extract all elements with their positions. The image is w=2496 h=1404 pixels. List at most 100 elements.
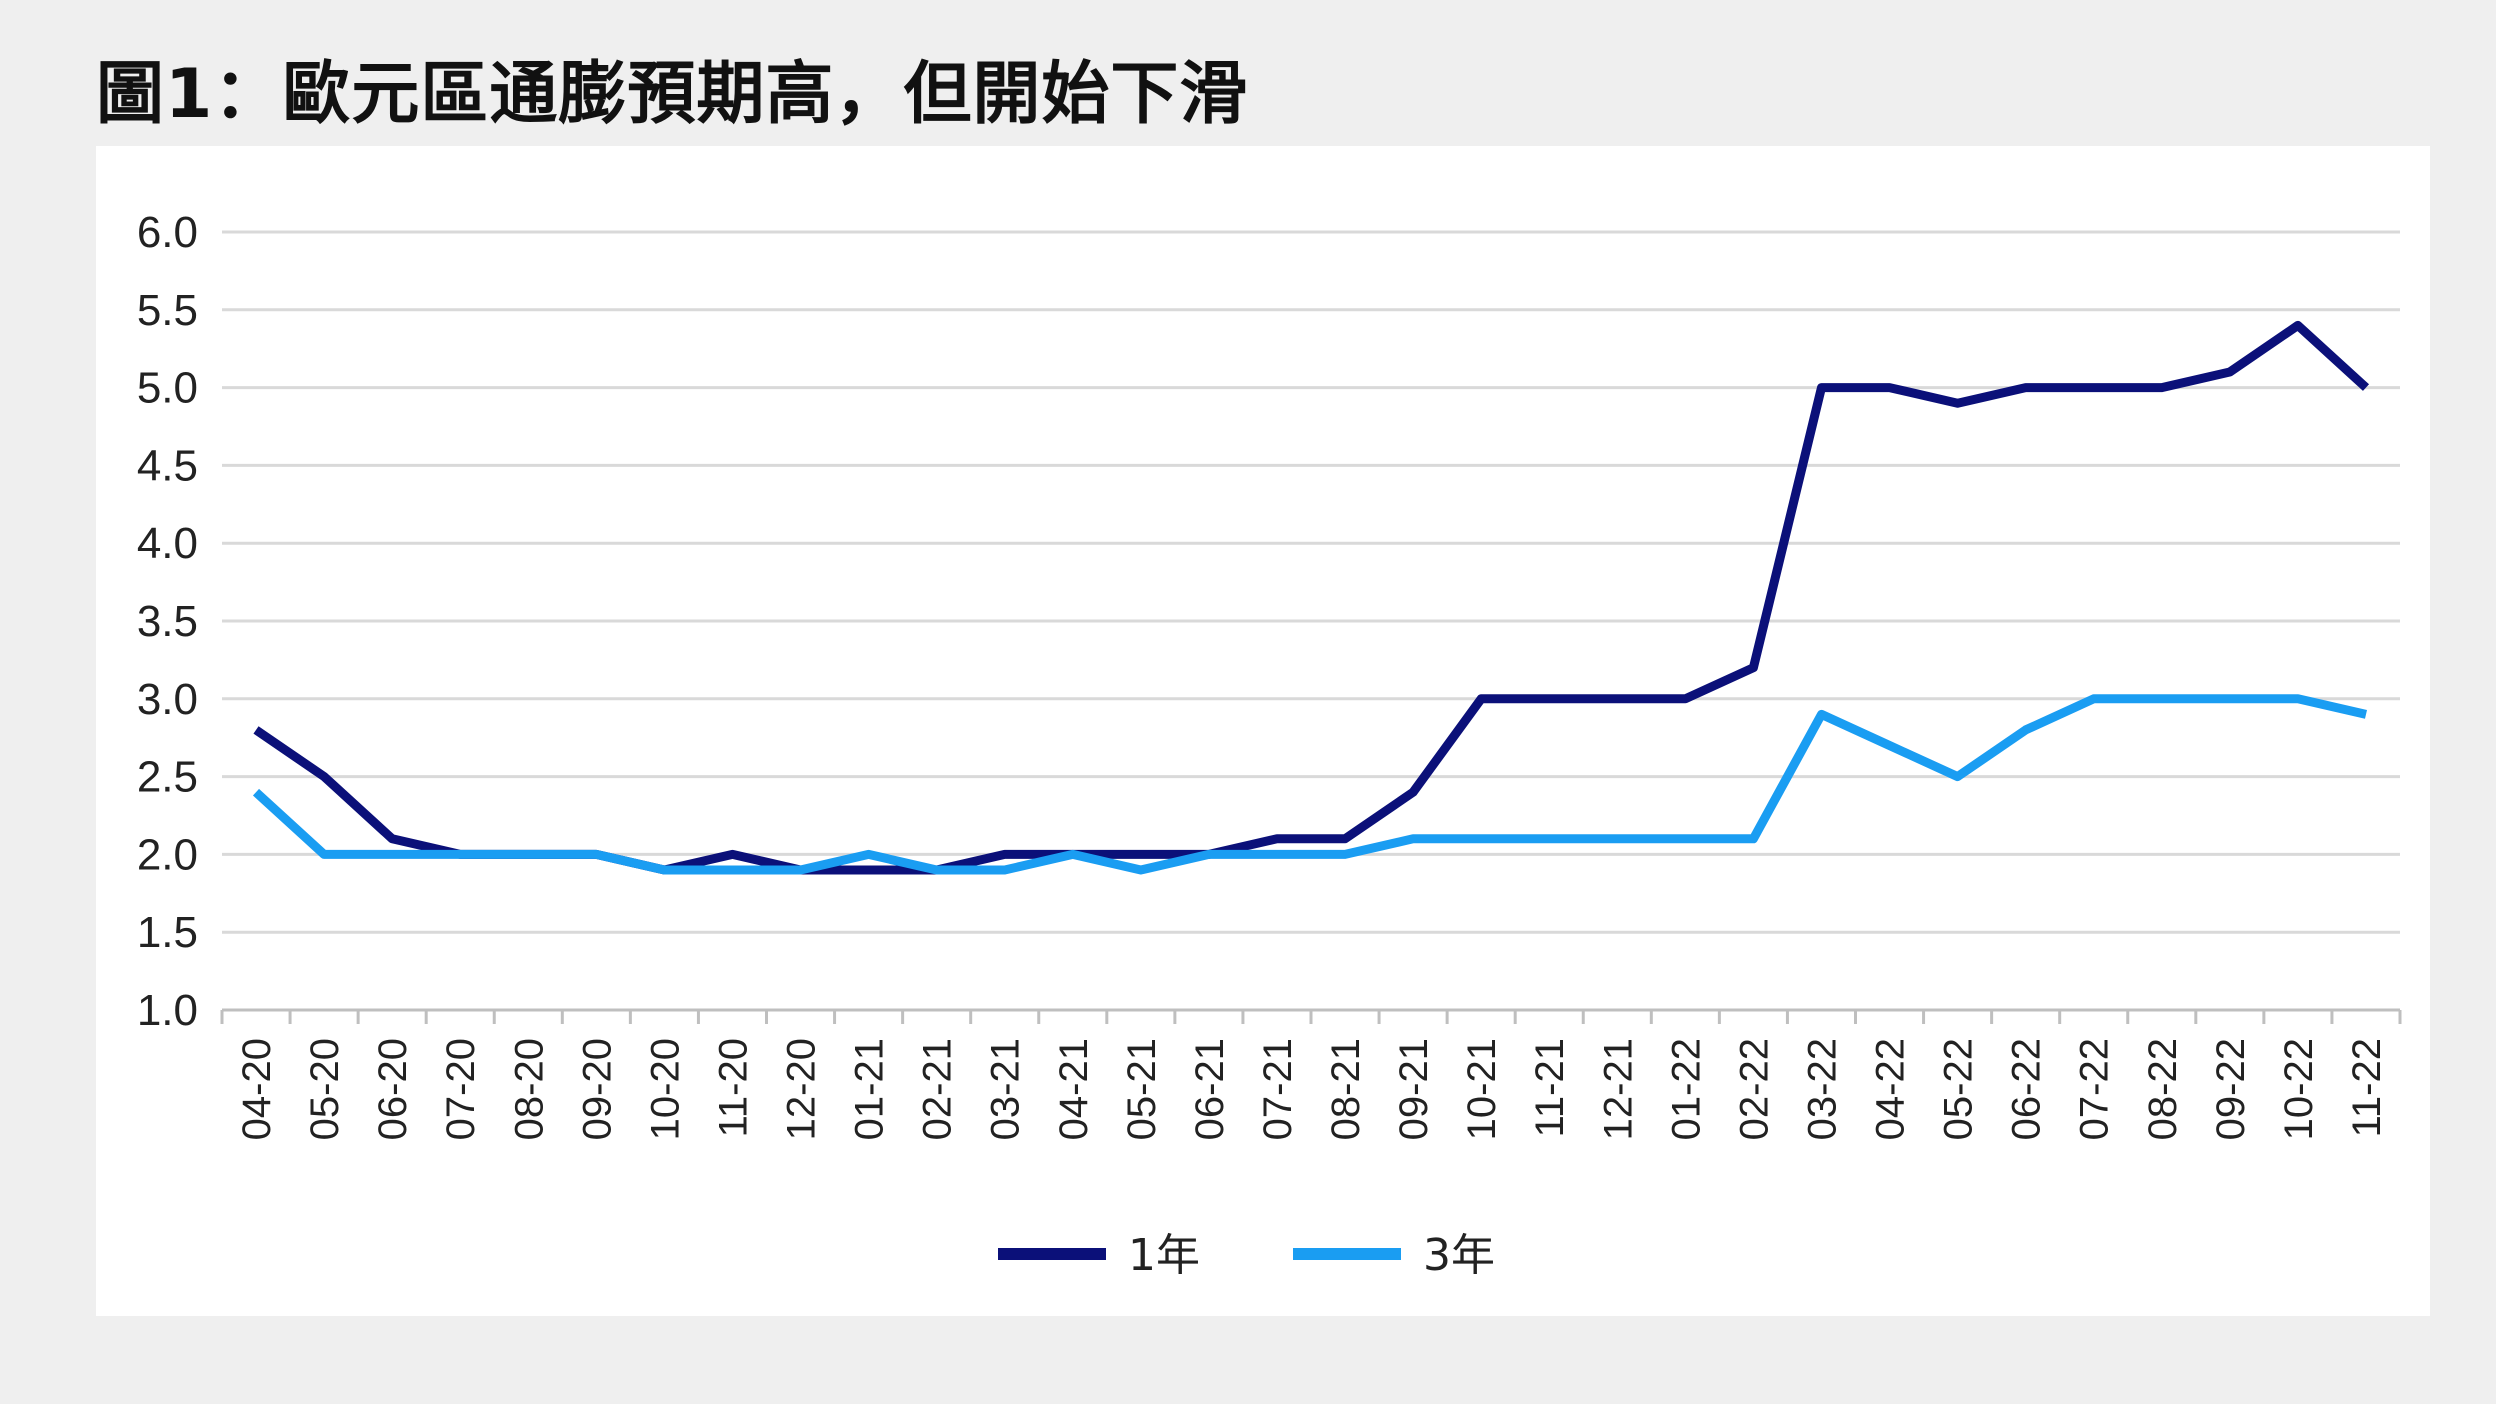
data-point	[1276, 838, 1278, 840]
x-tick-label: 04-20	[235, 1038, 279, 1140]
x-tick-label: 03-22	[1800, 1038, 1844, 1140]
data-point	[1004, 869, 1006, 871]
data-point	[1412, 791, 1414, 793]
x-tick-label: 07-21	[1256, 1038, 1300, 1140]
data-point	[1140, 869, 1142, 871]
data-point	[595, 853, 597, 855]
data-point	[1616, 698, 1618, 700]
data-point	[1616, 838, 1618, 840]
data-point	[1412, 838, 1414, 840]
data-point	[2161, 698, 2163, 700]
data-point	[2297, 698, 2299, 700]
x-tick-label: 05-20	[303, 1038, 347, 1140]
data-point	[255, 791, 257, 793]
legend: 1年 3年	[998, 1230, 1495, 1281]
x-tick-label: 02-21	[916, 1038, 960, 1140]
y-tick-label: 5.5	[137, 286, 198, 335]
y-axis-ticks: 1.0 1.5 2.0 2.5 3.0 3.5 4.0 4.5 5.0 5.5 6.0	[137, 208, 198, 1035]
y-tick-label: 6.0	[137, 208, 198, 257]
data-point	[1684, 698, 1686, 700]
gridlines	[222, 230, 2400, 934]
data-point	[1548, 838, 1550, 840]
y-tick-label: 3.5	[137, 597, 198, 646]
data-point	[2093, 698, 2095, 700]
x-tick-label: 11-22	[2345, 1038, 2389, 1137]
x-tick-label: 10-21	[1460, 1038, 1504, 1140]
series-lines	[252, 320, 2370, 875]
x-tick-label: 09-22	[2209, 1038, 2253, 1140]
series-line-3y	[252, 694, 2368, 875]
data-point	[1684, 838, 1686, 840]
data-point	[1208, 853, 1210, 855]
data-point	[391, 853, 393, 855]
data-point	[731, 853, 733, 855]
line-chart: 1.01.52.02.53.03.54.04.55.05.56.0 04-20 0…	[137, 208, 2402, 1281]
data-point	[1140, 853, 1142, 855]
data-point	[2025, 387, 2027, 389]
y-tick-label: 3.0	[137, 675, 198, 724]
data-point	[527, 853, 529, 855]
data-point	[459, 853, 461, 855]
series-line-1y	[253, 320, 2370, 875]
data-point	[1480, 698, 1482, 700]
data-point	[936, 869, 938, 871]
data-point	[2229, 698, 2231, 700]
x-tick-label: 10-22	[2277, 1038, 2321, 1140]
y-tick-label: 5.0	[137, 364, 198, 413]
x-tick-label: 09-20	[575, 1038, 619, 1140]
x-tick-label: 01-22	[1664, 1038, 1708, 1140]
x-tick-label: 06-20	[371, 1038, 415, 1140]
chart-panel: 1.0 1.5 2.0 2.5 3.0 3.5 4.0 4.5 5.0 5.5 6.0 04-20 0…	[96, 146, 2430, 1316]
y-tick-label: 1.5	[137, 908, 198, 957]
data-point	[1548, 698, 1550, 700]
x-tick-label: 08-20	[507, 1038, 551, 1140]
data-point	[323, 776, 325, 778]
data-point	[868, 853, 870, 855]
data-point	[2025, 729, 2027, 731]
x-tick-label: 03-21	[984, 1038, 1028, 1140]
x-tick-label: 02-22	[1732, 1038, 1776, 1140]
data-point	[868, 869, 870, 871]
y-tick-label: 2.5	[137, 753, 198, 802]
data-point	[731, 869, 733, 871]
x-tick-label: 06-22	[2005, 1038, 2049, 1140]
y-tick-label: 2.0	[137, 830, 198, 879]
x-tick-label: 05-21	[1120, 1038, 1164, 1140]
data-point	[663, 869, 665, 871]
data-point	[1004, 853, 1006, 855]
data-point	[1889, 744, 1891, 746]
data-point	[2365, 713, 2367, 715]
y-tick-label: 4.5	[137, 441, 198, 490]
data-point	[2161, 387, 2163, 389]
data-point	[1752, 667, 1754, 669]
data-point	[2093, 387, 2095, 389]
x-tick-label: 07-22	[2073, 1038, 2117, 1140]
x-tick-label: 04-22	[1869, 1038, 1913, 1140]
legend-item: 3年	[1293, 1230, 1495, 1281]
x-tick-label: 11-21	[1528, 1038, 1572, 1137]
legend-item: 1年	[998, 1230, 1200, 1281]
data-point	[800, 869, 802, 871]
x-tick-label: 01-21	[848, 1038, 892, 1140]
x-tick-label: 05-22	[1937, 1038, 1981, 1140]
x-tick-label: 06-21	[1188, 1038, 1232, 1140]
data-point	[1957, 776, 1959, 778]
data-point	[1344, 838, 1346, 840]
legend-label: 3年	[1423, 1230, 1495, 1281]
data-point	[1820, 387, 1822, 389]
x-tick-label: 08-22	[2141, 1038, 2185, 1140]
data-point	[1480, 838, 1482, 840]
data-point	[391, 838, 393, 840]
data-point	[1820, 713, 1822, 715]
data-point	[2365, 387, 2367, 389]
data-point	[1072, 853, 1074, 855]
data-point	[1276, 853, 1278, 855]
data-point	[1752, 838, 1754, 840]
x-tick-label: 07-20	[439, 1038, 483, 1140]
legend-label: 1年	[1128, 1230, 1200, 1281]
x-tick-label: 11-20	[711, 1038, 755, 1137]
x-tick-label: 12-21	[1596, 1038, 1640, 1140]
data-point	[2297, 324, 2299, 326]
y-tick-label: 1.0	[137, 986, 198, 1035]
chart-title: 圖1：歐元區通膨預期高，但開始下滑	[96, 55, 1249, 134]
